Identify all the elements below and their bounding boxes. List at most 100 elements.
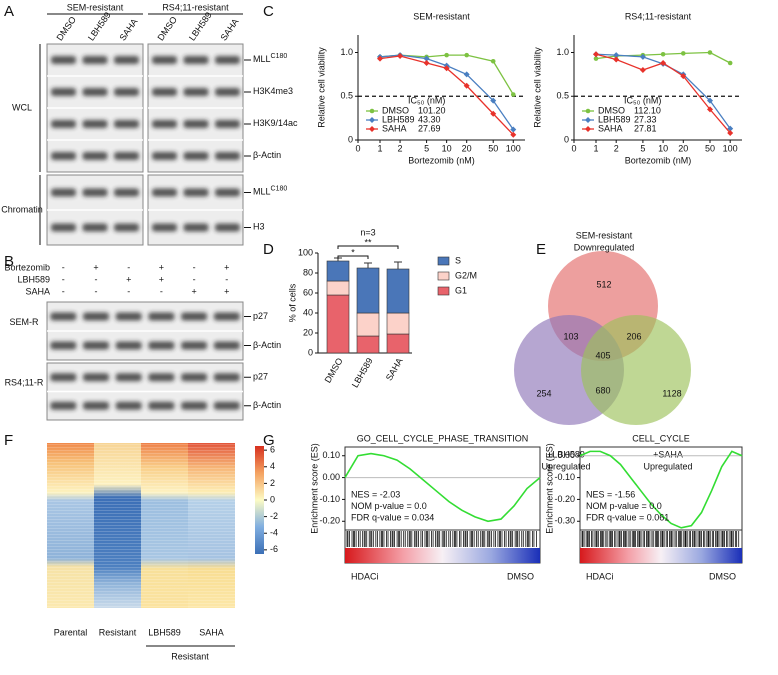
legend-label: DMSO [382,105,409,115]
blot-band [215,56,240,64]
lane-label: LBH589 [187,10,214,42]
bar-segment [326,280,350,296]
treatment-sign: + [224,286,229,296]
row-label: MLLC180 [253,53,287,65]
treatment-sign: - [127,286,130,296]
y-tick-label: 1.0 [340,47,353,57]
y-tick-label: 1.0 [556,47,569,57]
legend-title: IC₅₀ (nM) [624,95,661,105]
blot-band [152,188,177,197]
treatment-sign: + [159,274,164,284]
significance-bracket [337,255,369,259]
blot-band [148,401,175,410]
blot-band [183,120,209,128]
blot-band [50,341,77,350]
y-axis-label: Relative cell viability [316,47,326,128]
venn-set-name: +SAHA [653,449,683,459]
blot-band [215,88,240,96]
x-tick-label: DMSO [323,356,345,384]
stat-text: NOM p-value = 0.0 [586,501,662,511]
data-point [727,125,734,132]
x-tick-label: 5 [424,143,429,153]
data-point [490,58,496,64]
x-tick-label: 20 [678,143,688,153]
blot-band [82,188,108,197]
section-label: WCL [12,102,32,112]
row-label: p27 [253,311,268,321]
blot-band [83,373,109,382]
row-label: H3K9/14ac [253,118,298,128]
y-tick-label: 0 [348,134,353,144]
x-tick-label: 100 [506,143,521,153]
bar-segment [356,267,380,314]
blot-band [51,56,76,64]
group-header: RS4;11-resistant [162,2,229,12]
blot-band [114,120,139,128]
data-point [639,53,646,60]
row-label-text: H3 [253,222,265,232]
blot-band [50,373,77,382]
blot-band [181,373,208,382]
blot-band [181,341,208,350]
blot-band [51,223,76,232]
colorbar-tick-label: -6 [270,544,278,554]
blot-band [83,401,109,410]
data-point [369,117,375,123]
y-tick-label: 0.10 [322,450,340,460]
blot-band [213,401,240,410]
colorbar-tick-label: -2 [270,511,278,521]
blot-band [215,120,240,128]
legend-label: S [455,255,461,265]
stat-text: NES = -2.03 [351,489,400,499]
bar-segment [326,260,350,282]
row-label-sup: C180 [271,185,288,192]
treatment-sign: - [160,286,163,296]
panel-label: F [4,432,13,449]
y-tick-label: 0.00 [557,450,575,460]
blot-band [215,188,240,197]
venn-count: 103 [563,331,578,341]
blot-band [148,373,175,382]
row-label: β-Actin [253,400,281,410]
blot-band [51,152,76,160]
blot-band [82,88,108,96]
venn-count: 405 [595,350,610,360]
lane-label: DMSO [155,15,179,43]
treatment-label: SAHA [25,286,50,296]
lane-label: SAHA [218,17,240,43]
x-tick-label: 1 [377,143,382,153]
x-tick-label: 0 [571,143,576,153]
y-axis-label: % of cells [287,283,297,322]
x-tick-label: 5 [640,143,645,153]
panel-label: G [263,432,275,449]
treatment-sign: - [62,286,65,296]
chart-title: RS4;11-resistant [625,11,692,21]
data-point [490,97,497,104]
legend-label: DMSO [598,105,625,115]
data-point [593,51,599,58]
x-axis-label: Bortezomib (nM) [625,155,692,165]
column-label: SAHA [199,627,224,637]
panel-label: A [4,3,14,20]
blot-band [115,373,142,382]
blot-band [83,341,109,350]
blot-band [82,56,108,64]
data-point [369,126,375,132]
y-tick-label: -0.30 [554,516,575,526]
x-tick-label: 10 [442,143,452,153]
venn-count: 1128 [662,388,681,398]
y-tick-label: 60 [303,287,313,297]
data-point [727,60,733,66]
venn-set-subtitle: Downregulated [574,242,635,252]
panel-label: E [536,241,546,258]
legend-swatch [437,271,450,281]
x-tick-label: 100 [723,143,738,153]
blot-band [115,341,142,350]
data-point [369,108,375,114]
venn-count: 512 [596,279,611,289]
blot-band [152,88,177,96]
x-tick-label: 0 [355,143,360,153]
treatment-sign: + [159,262,164,272]
blot-band [114,223,139,232]
